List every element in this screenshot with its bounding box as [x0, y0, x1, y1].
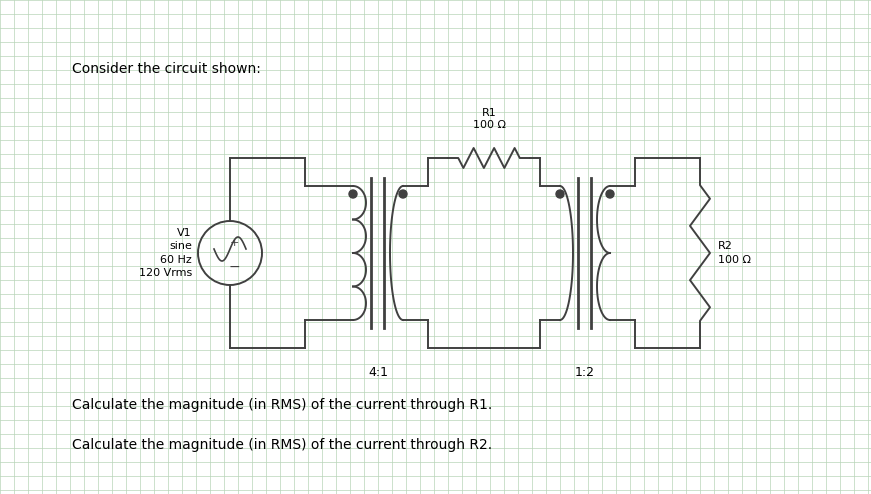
Text: R1
100 Ω: R1 100 Ω: [472, 108, 505, 130]
Text: Calculate the magnitude (in RMS) of the current through R1.: Calculate the magnitude (in RMS) of the …: [72, 398, 492, 412]
Text: +: +: [229, 238, 239, 248]
Circle shape: [556, 190, 564, 198]
Text: V1
sine
60 Hz
120 Vrms: V1 sine 60 Hz 120 Vrms: [138, 228, 192, 278]
Text: 4:1: 4:1: [368, 366, 388, 379]
Text: Consider the circuit shown:: Consider the circuit shown:: [72, 62, 261, 76]
Text: R2
100 Ω: R2 100 Ω: [718, 242, 751, 265]
Circle shape: [606, 190, 614, 198]
Text: −: −: [228, 260, 240, 274]
Text: Calculate the magnitude (in RMS) of the current through R2.: Calculate the magnitude (in RMS) of the …: [72, 438, 492, 452]
Circle shape: [399, 190, 407, 198]
Text: 1:2: 1:2: [575, 366, 595, 379]
Circle shape: [349, 190, 357, 198]
